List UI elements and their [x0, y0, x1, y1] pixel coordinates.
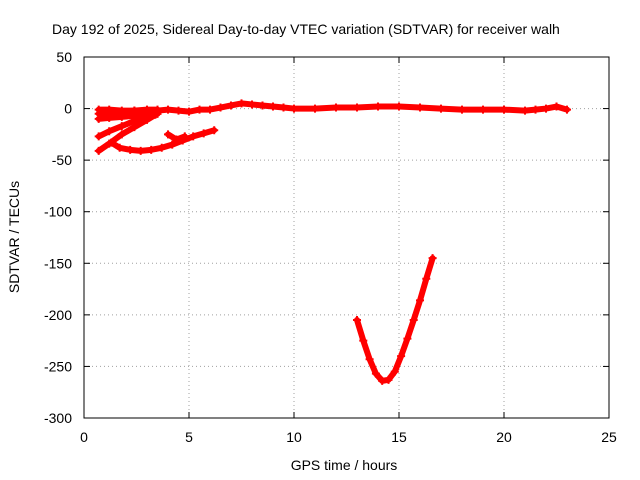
data-point — [353, 316, 361, 325]
data-point — [403, 334, 412, 343]
data-point — [359, 336, 368, 345]
y-axis-label: SDTVAR / TECUs — [6, 181, 22, 293]
series-trace-0 — [95, 100, 570, 115]
data-point — [374, 102, 382, 111]
data-point — [126, 145, 135, 154]
tick-labels: 0 5 10 15 20 25 -300 -250 -200 -150 -100 -50 0 50 — [44, 49, 617, 445]
data-point — [143, 115, 151, 124]
data-point — [94, 132, 103, 141]
data-point — [147, 145, 156, 154]
data-point — [395, 102, 403, 111]
data-point — [409, 316, 418, 325]
data-point — [105, 113, 114, 122]
x-tick-label: 0 — [80, 429, 88, 445]
data-point — [397, 352, 406, 361]
data-point — [94, 146, 103, 155]
tick-marks — [83, 56, 610, 419]
grid — [84, 57, 609, 418]
data-point — [365, 355, 374, 364]
y-tick-label: -300 — [44, 410, 72, 426]
data-point — [189, 132, 198, 141]
data-point — [279, 103, 288, 112]
chart-title: Day 192 of 2025, Sidereal Day-to-day VTE… — [52, 21, 560, 37]
data-point — [172, 135, 181, 144]
data-point — [164, 105, 172, 114]
data-point — [479, 105, 487, 114]
y-tick-label: 0 — [64, 101, 72, 117]
data-point — [390, 367, 399, 376]
data-point — [332, 103, 340, 112]
data-point — [216, 103, 225, 112]
y-tick-label: 50 — [56, 49, 72, 65]
data-point — [311, 104, 319, 113]
data-point — [290, 104, 298, 113]
x-tick-label: 5 — [185, 429, 193, 445]
data-point — [458, 105, 466, 114]
data-point — [500, 105, 508, 114]
x-axis-label: GPS time / hours — [291, 457, 398, 473]
data-point — [371, 369, 380, 378]
data-point — [437, 104, 445, 113]
data-point — [258, 101, 267, 110]
data-point — [199, 129, 208, 138]
data-point — [353, 103, 361, 112]
data-point — [428, 254, 437, 263]
data-point — [542, 104, 550, 113]
data-point — [378, 376, 387, 385]
data-point — [563, 105, 571, 114]
plot-frame — [83, 56, 610, 419]
data-point — [180, 132, 189, 141]
data-point — [422, 274, 431, 283]
data-point — [174, 106, 183, 115]
data-point — [115, 143, 124, 152]
y-tick-label: -250 — [44, 358, 72, 374]
data-point — [248, 100, 256, 109]
y-tick-label: -50 — [52, 152, 72, 168]
data-point — [157, 143, 166, 152]
x-tick-label: 10 — [286, 429, 302, 445]
data-point — [151, 110, 160, 119]
data-point — [117, 130, 126, 139]
data-point — [168, 140, 177, 149]
data-point — [94, 114, 103, 123]
data-layer — [94, 99, 571, 385]
data-point — [531, 105, 540, 114]
data-point — [136, 146, 145, 155]
data-point — [164, 130, 172, 139]
y-tick-label: -200 — [44, 307, 72, 323]
data-point — [105, 127, 114, 136]
data-point — [130, 123, 139, 132]
x-tick-label: 15 — [391, 429, 407, 445]
data-point — [206, 105, 214, 114]
data-point — [185, 107, 193, 116]
data-point — [384, 375, 393, 384]
data-point — [521, 106, 529, 115]
x-tick-label: 20 — [496, 429, 512, 445]
data-point — [552, 102, 561, 111]
data-point — [210, 126, 219, 135]
y-tick-label: -100 — [44, 204, 72, 220]
data-point — [107, 138, 116, 147]
data-point — [237, 99, 246, 108]
data-point — [416, 296, 424, 305]
x-tick-label: 25 — [601, 429, 617, 445]
data-point — [117, 122, 126, 131]
data-point — [195, 105, 204, 114]
series-trace-7 — [354, 255, 436, 384]
data-point — [416, 103, 424, 112]
y-tick-label: -150 — [44, 255, 72, 271]
data-point — [227, 101, 235, 110]
data-point — [117, 112, 126, 121]
data-point — [269, 102, 277, 111]
